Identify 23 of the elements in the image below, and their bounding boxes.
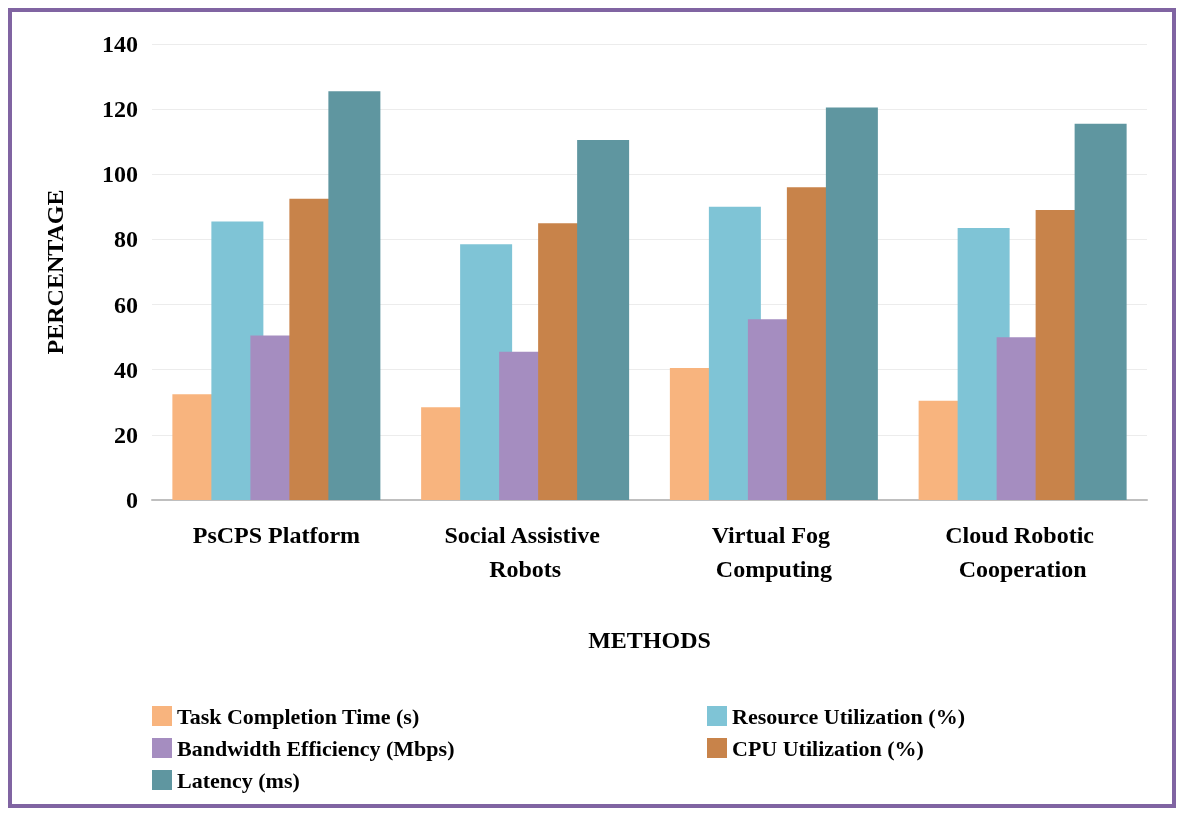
- y-tick-label: 140: [102, 31, 138, 57]
- x-tick-label: PsCPS Platform: [192, 522, 361, 548]
- bar: [1074, 123, 1127, 500]
- y-tick-label: 100: [102, 161, 138, 188]
- bar: [328, 91, 381, 500]
- legend-label: Latency (ms): [177, 767, 300, 793]
- y-tick-label: 20: [114, 421, 138, 448]
- legend-label: Bandwidth Efficiency (Mbps): [177, 735, 455, 761]
- bar: [825, 107, 878, 500]
- legend-label: Task Completion Time (s): [177, 703, 420, 729]
- bar: [577, 140, 630, 500]
- x-tick-label: Virtual Fog Computing: [711, 522, 837, 582]
- y-tick-label: 80: [114, 226, 138, 253]
- y-axis-title: PERCENTAGE: [42, 189, 68, 355]
- x-tick-label: Cloud Robotic Cooperation: [945, 522, 1100, 582]
- y-tick-label: 0: [126, 487, 138, 513]
- legend-label: Resource Utilization (%): [732, 703, 965, 729]
- x-tick-label: Social Assistive Robots: [444, 522, 606, 582]
- y-tick-label: 120: [102, 96, 138, 123]
- x-axis-title: METHODS: [588, 627, 711, 653]
- y-tick-label: 40: [114, 356, 138, 383]
- y-tick-label: 60: [114, 291, 138, 318]
- legend-label: CPU Utilization (%): [732, 735, 924, 761]
